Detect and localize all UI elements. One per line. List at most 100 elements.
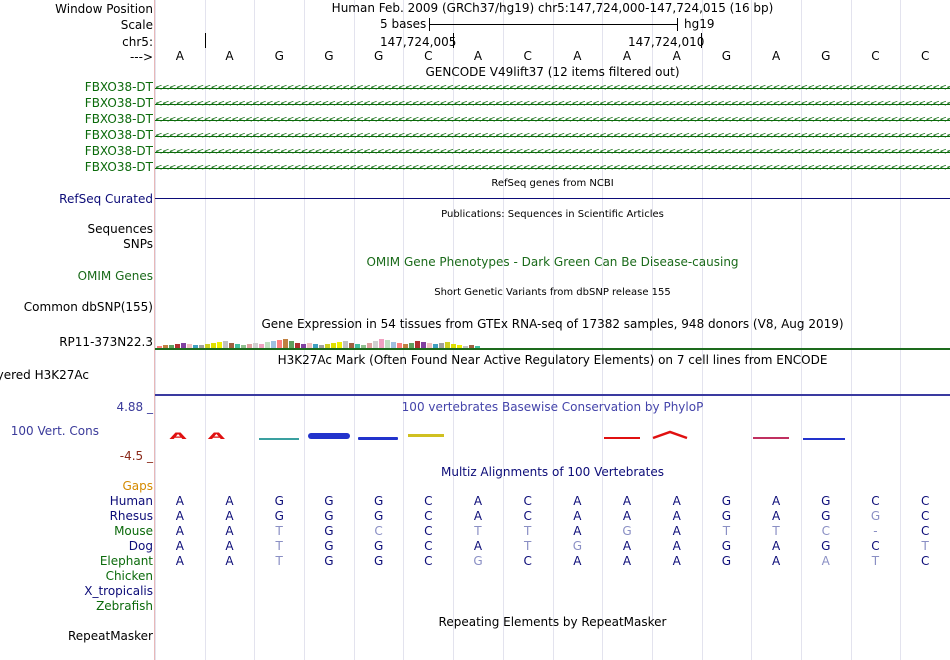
gtex-tissue-bar[interactable] <box>175 344 180 349</box>
alignment-base: A <box>771 509 781 523</box>
gtex-tissue-bar[interactable] <box>373 341 378 349</box>
gtex-tissue-bar[interactable] <box>307 343 312 349</box>
gtex-tissue-bar[interactable] <box>361 345 366 349</box>
gtex-tissue-bar[interactable] <box>397 343 402 349</box>
phylop-conservation-plot[interactable]: A A <box>155 420 950 470</box>
h3k27ac-label[interactable]: Layered H3K27Ac <box>0 368 89 382</box>
reference-base: C <box>920 49 930 63</box>
grid-line <box>304 0 305 660</box>
gtex-tissue-bar[interactable] <box>283 339 288 349</box>
gtex-tissue-bar[interactable] <box>271 341 276 349</box>
gtex-tissue-bar[interactable] <box>433 344 438 349</box>
refseq-gene-line[interactable] <box>155 198 950 199</box>
gtex-tissue-bar[interactable] <box>325 344 330 349</box>
gene-label[interactable]: FBXO38-DT <box>84 80 153 94</box>
gtex-gene-label[interactable]: RP11-373N22.3 <box>59 335 153 349</box>
repeatmasker-label[interactable]: RepeatMasker <box>67 629 153 643</box>
gtex-tissue-bar[interactable] <box>157 346 162 349</box>
gtex-tissue-bar[interactable] <box>313 344 318 349</box>
ruler-coord-left: 147,724,005 <box>380 35 457 49</box>
cons-track-label[interactable]: 100 Vert. Cons <box>10 424 99 438</box>
gene-label[interactable]: FBXO38-DT <box>84 112 153 126</box>
gtex-tissue-bar[interactable] <box>211 343 216 349</box>
alignment-base: A <box>175 494 184 508</box>
gtex-tissue-bar[interactable] <box>343 341 348 349</box>
gtex-tissue-bar[interactable] <box>421 342 426 349</box>
gene-model[interactable]: <<<<<<<<<<<<<<<<<<<<<<<<<<<<<<<<<<<<<<<<… <box>155 145 950 159</box>
gtex-tissue-bar[interactable] <box>229 343 234 349</box>
alignment-base: T <box>523 524 532 538</box>
gtex-tissue-bar[interactable] <box>193 345 198 349</box>
gtex-tissue-bar[interactable] <box>241 345 246 349</box>
gtex-tissue-bar[interactable] <box>289 341 294 349</box>
gtex-tissue-bar[interactable] <box>331 343 336 349</box>
gtex-tissue-bar[interactable] <box>463 346 468 349</box>
gtex-tissue-bar[interactable] <box>427 343 432 349</box>
genome-browser-tracks[interactable]: Human Feb. 2009 (GRCh37/hg19) chr5:147,7… <box>155 0 950 660</box>
gtex-tissue-bar[interactable] <box>259 344 264 349</box>
gtex-expression-bars[interactable] <box>155 335 950 349</box>
gene-label[interactable]: FBXO38-DT <box>84 144 153 158</box>
cons-logo-bar <box>408 434 444 437</box>
gtex-tissue-bar[interactable] <box>457 345 462 349</box>
repeatmasker-track-title: Repeating Elements by RepeatMasker <box>438 615 667 629</box>
cons-logo-a-small <box>652 430 688 440</box>
gtex-tissue-bar[interactable] <box>475 346 480 349</box>
gtex-tissue-bar[interactable] <box>451 344 456 349</box>
cons-logo-bar <box>308 433 350 439</box>
gene-model[interactable]: <<<<<<<<<<<<<<<<<<<<<<<<<<<<<<<<<<<<<<<<… <box>155 97 950 111</box>
alignment-base: G <box>324 494 334 508</box>
gtex-tissue-bar[interactable] <box>163 345 168 349</box>
gene-model[interactable]: <<<<<<<<<<<<<<<<<<<<<<<<<<<<<<<<<<<<<<<<… <box>155 113 950 127</box>
gtex-tissue-bar[interactable] <box>445 342 450 349</box>
gtex-tissue-bar[interactable] <box>277 340 282 349</box>
gtex-tissue-bar[interactable] <box>295 343 300 349</box>
omim-label[interactable]: OMIM Genes <box>77 269 153 283</box>
gene-model[interactable]: <<<<<<<<<<<<<<<<<<<<<<<<<<<<<<<<<<<<<<<<… <box>155 161 950 175</box>
gene-label[interactable]: FBXO38-DT <box>84 96 153 110</box>
gtex-tissue-bar[interactable] <box>439 343 444 349</box>
gtex-tissue-bar[interactable] <box>391 342 396 349</box>
gtex-tissue-bar[interactable] <box>355 344 360 349</box>
gtex-tissue-bar[interactable] <box>319 345 324 349</box>
gtex-tissue-bar[interactable] <box>169 345 174 349</box>
gtex-tissue-bar[interactable] <box>301 344 306 349</box>
grid-line <box>453 0 454 660</box>
grid-line <box>503 0 504 660</box>
gtex-tissue-bar[interactable] <box>223 341 228 349</box>
refseq-label[interactable]: RefSeq Curated <box>59 192 153 206</box>
gtex-tissue-bar[interactable] <box>403 344 408 349</box>
gtex-tissue-bar[interactable] <box>205 344 210 349</box>
alignment-base: A <box>622 539 632 553</box>
gtex-tissue-bar[interactable] <box>415 341 420 349</box>
gtex-tissue-bar[interactable] <box>349 343 354 349</box>
dbsnp-label[interactable]: Common dbSNP(155) <box>23 300 153 314</box>
gtex-tissue-bar[interactable] <box>187 344 192 349</box>
gene-model[interactable]: <<<<<<<<<<<<<<<<<<<<<<<<<<<<<<<<<<<<<<<<… <box>155 129 950 143</box>
gtex-tissue-bar[interactable] <box>217 342 222 349</box>
gtex-tissue-bar[interactable] <box>265 342 270 349</box>
species-label-x-tropicalis: X_tropicalis <box>84 584 153 598</box>
alignment-base: C <box>920 554 930 568</box>
alignment-base: A <box>225 554 234 568</box>
reference-base: A <box>672 49 681 63</box>
gtex-tissue-bar[interactable] <box>379 339 384 349</box>
gtex-tissue-bar[interactable] <box>253 343 258 349</box>
gtex-tissue-bar[interactable] <box>337 342 342 349</box>
gene-label[interactable]: FBXO38-DT <box>84 160 153 174</box>
gtex-tissue-bar[interactable] <box>385 340 390 349</box>
gtex-tissue-bar[interactable] <box>409 343 414 349</box>
gene-model[interactable]: <<<<<<<<<<<<<<<<<<<<<<<<<<<<<<<<<<<<<<<<… <box>155 81 950 95</box>
gtex-tissue-bar[interactable] <box>235 344 240 349</box>
gtex-tissue-bar[interactable] <box>247 344 252 349</box>
reference-base: C <box>424 49 433 63</box>
gtex-tissue-bar[interactable] <box>181 343 186 349</box>
gtex-tissue-bar[interactable] <box>469 345 474 349</box>
sequences-label[interactable]: Sequences <box>87 222 153 236</box>
alignment-base: G <box>473 554 483 568</box>
gtex-tissue-bar[interactable] <box>199 345 204 349</box>
snps-label[interactable]: SNPs <box>123 237 153 251</box>
gene-label[interactable]: FBXO38-DT <box>84 128 153 142</box>
gtex-tissue-bar[interactable] <box>367 343 372 349</box>
h3k27ac-signal[interactable] <box>155 394 950 396</box>
